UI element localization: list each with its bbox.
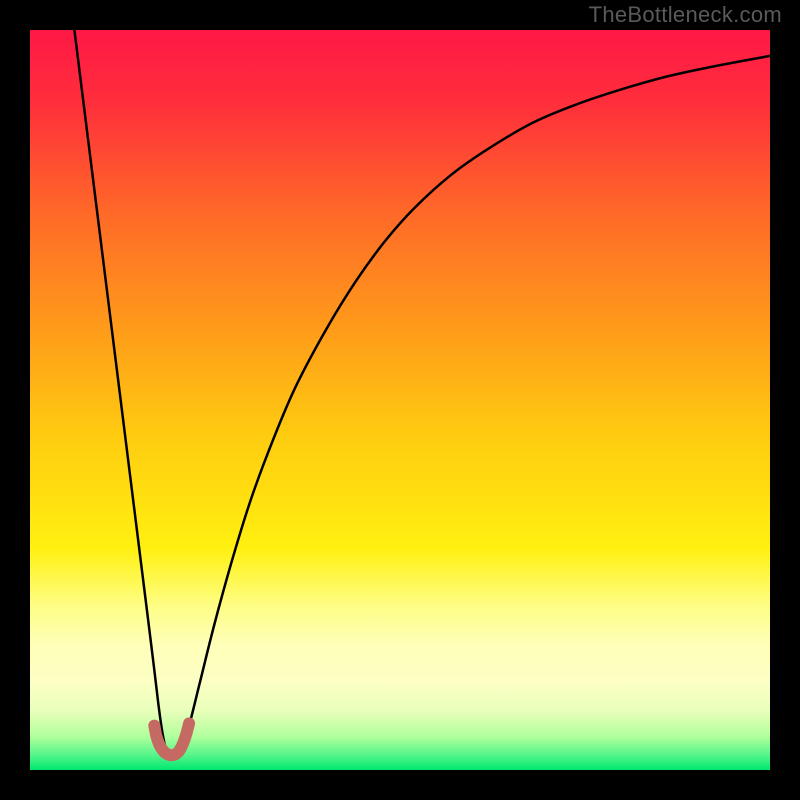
plot-area — [30, 30, 770, 770]
curve-right-ascent — [182, 56, 770, 748]
curves-layer — [30, 30, 770, 770]
curve-left-descent — [74, 30, 165, 748]
curve-j-hook — [154, 723, 189, 755]
watermark-text: TheBottleneck.com — [589, 2, 782, 28]
